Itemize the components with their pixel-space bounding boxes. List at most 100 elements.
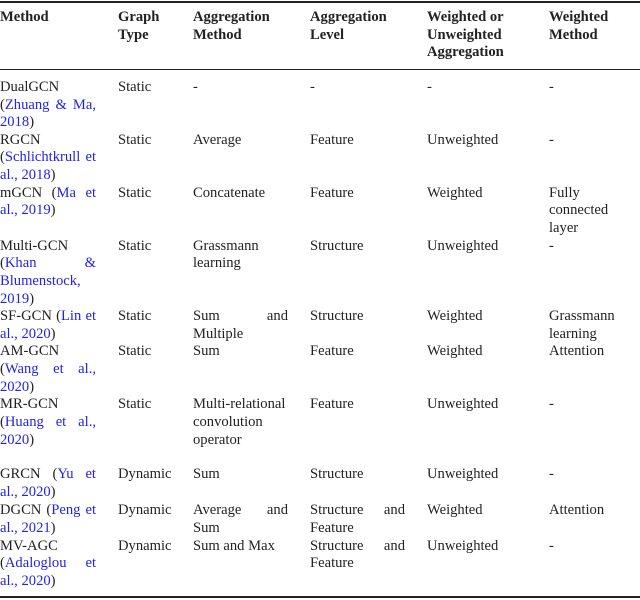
aggregation-level-cell: Structure — [310, 308, 427, 343]
aggregation-method-cell: Sum — [193, 466, 310, 502]
method-cell: DGCN (Peng et al., 2021) — [0, 502, 96, 536]
weighted-method-cell: - — [549, 70, 640, 132]
weighted-cell: Weighted — [427, 185, 549, 238]
aggregation-level-cell-text: Structure — [310, 237, 364, 254]
weighted-cell-text: Unweighted — [427, 396, 499, 413]
aggregation-level-cell-text: Feature — [310, 184, 354, 201]
table-row: SF-GCN (Lin et al., 2020) Static Sum and M… — [0, 308, 640, 343]
weighted-method-cell: - — [549, 238, 640, 308]
aggregation-level-cell: Structure — [310, 466, 427, 502]
method-cell: Multi-GCN (Khan & Blumenstock, 2019) — [0, 237, 96, 307]
citation-link[interactable]: Yu et al., 2020 — [0, 466, 96, 500]
graph-type-cell: Dynamic — [118, 502, 193, 537]
graph-type-cell-text: Static — [118, 237, 152, 254]
weighted-method-cell: Fully connected layer — [549, 185, 640, 238]
method-name: RGCN — [0, 131, 41, 148]
table-row: DualGCN (Zhuang & Ma, 2018) Static - - - - — [0, 70, 640, 132]
aggregation-method-cell: - — [193, 70, 310, 132]
citation-link[interactable]: Ma et al., 2019 — [0, 184, 97, 219]
weighted-method-cell-text: Attention — [549, 502, 605, 519]
header-aggregation-method: Aggregation Method — [193, 9, 270, 43]
citation-link[interactable]: Peng et al., 2021 — [0, 502, 96, 536]
citation-link[interactable]: Wang et al., 2020 — [0, 360, 96, 395]
graph-type-cell-text: Static — [118, 308, 152, 325]
graph-type-cell: Static — [118, 185, 193, 238]
weighted-cell-text: Weighted — [427, 184, 483, 201]
method-cell: DualGCN (Zhuang & Ma, 2018) — [0, 79, 96, 131]
aggregation-method-cell-text: Multi-relational convolution operator — [193, 396, 286, 448]
method-name: AM-GCN — [0, 343, 60, 360]
aggregation-method-cell: Sum — [193, 343, 310, 396]
weighted-cell: Unweighted — [427, 466, 549, 502]
citation-link[interactable]: Khan & Blumenstock, 2019 — [0, 255, 96, 307]
aggregation-method-cell-text: Average — [193, 131, 242, 148]
weighted-cell: Weighted — [427, 502, 549, 537]
graph-type-cell-text: Static — [118, 343, 152, 360]
weighted-cell-text: Unweighted — [427, 466, 499, 483]
table-row: RGCN (Schlichtkrull et al., 2018) Static A… — [0, 132, 640, 185]
header-aggregation-level: Aggregation Level — [310, 9, 387, 43]
weighted-cell: - — [427, 70, 549, 132]
citation-link[interactable]: Zhuang & Ma, 2018 — [0, 96, 96, 131]
top-rule — [0, 1, 640, 3]
weighted-cell: Unweighted — [427, 396, 549, 466]
aggregation-method-cell: Average and Sum — [193, 502, 310, 537]
graph-type-cell-text: Dynamic — [118, 466, 172, 483]
graph-type-cell: Static — [118, 308, 193, 343]
aggregation-level-cell-text: Structure and Feature — [310, 537, 405, 572]
aggregation-level-cell-text: Structure — [310, 466, 364, 483]
weighted-method-cell-text: Attention — [549, 343, 605, 360]
aggregation-level-cell-text: Structure — [310, 308, 364, 325]
weighted-method-cell-text: - — [549, 79, 554, 95]
citation-link[interactable]: Huang et al., 2020 — [0, 413, 96, 448]
aggregation-method-cell-text: Grassmann learning — [193, 237, 259, 272]
method-cell: RGCN (Schlichtkrull et al., 2018) — [0, 131, 96, 183]
weighted-method-cell-text: - — [549, 396, 554, 413]
table-row: MV-AGC (Adaloglou et al., 2020) Dynamic Su… — [0, 538, 640, 596]
method-cell: MR-GCN (Huang et al., 2020) — [0, 396, 96, 448]
aggregation-method-cell-text: Average and Sum — [193, 502, 288, 536]
weighted-method-cell: Attention — [549, 343, 640, 396]
table-row: MR-GCN (Huang et al., 2020) Static Multi-r… — [0, 396, 640, 466]
weighted-cell: Unweighted — [427, 538, 549, 596]
method-name: DualGCN — [0, 79, 60, 95]
citation-link[interactable]: Schlichtkrull et al., 2018 — [0, 149, 96, 183]
weighted-method-cell: - — [549, 396, 640, 466]
method-cell: SF-GCN (Lin et al., 2020) — [0, 308, 96, 342]
weighted-cell: Unweighted — [427, 238, 549, 308]
weighted-method-cell-text: - — [549, 131, 554, 148]
graph-type-cell: Static — [118, 343, 193, 396]
aggregation-level-cell-text: Feature — [310, 343, 354, 360]
weighted-cell-text: Unweighted — [427, 131, 499, 148]
header-row: Method Graph Type Aggregation Method Agg… — [0, 9, 640, 70]
weighted-method-cell: - — [549, 538, 640, 596]
aggregation-method-cell-text: Sum and Max — [193, 537, 275, 554]
table-row: Multi-GCN (Khan & Blumenstock, 2019) Stat… — [0, 238, 640, 308]
weighted-method-cell-text: Fully connected layer — [549, 184, 609, 236]
method-name: SF-GCN — [0, 308, 52, 325]
aggregation-method-cell-text: Sum — [193, 466, 220, 483]
graph-type-cell: Static — [118, 132, 193, 185]
aggregation-level-cell-text: Feature — [310, 131, 354, 148]
weighted-method-cell: Grassmann learning — [549, 308, 640, 343]
aggregation-level-cell-text: Feature — [310, 396, 354, 413]
weighted-method-cell-text: Grassmann learning — [549, 308, 615, 342]
header-weighted: Weighted or Unweighted Aggregation — [427, 9, 504, 61]
weighted-method-cell: - — [549, 466, 640, 502]
citation-link[interactable]: Lin et al., 2020 — [0, 308, 96, 342]
aggregation-level-cell: Feature — [310, 185, 427, 238]
graph-type-cell-text: Static — [118, 79, 152, 95]
graph-type-cell: Static — [118, 396, 193, 466]
aggregation-method-cell-text: - — [193, 79, 198, 95]
aggregation-level-cell-text: Structure and Feature — [310, 502, 405, 536]
method-name: Multi-GCN — [0, 237, 69, 254]
aggregation-level-cell: Structure and Feature — [310, 538, 427, 596]
graph-type-cell: Static — [118, 238, 193, 308]
header-rule — [0, 69, 640, 70]
citation-link[interactable]: Adaloglou et al., 2020 — [0, 555, 96, 589]
aggregation-level-cell: Feature — [310, 396, 427, 466]
aggregation-method-cell-text: Concatenate — [193, 184, 266, 201]
graph-type-cell-text: Static — [118, 184, 152, 201]
weighted-cell-text: Weighted — [427, 308, 483, 325]
graph-type-cell-text: Dynamic — [118, 537, 172, 554]
